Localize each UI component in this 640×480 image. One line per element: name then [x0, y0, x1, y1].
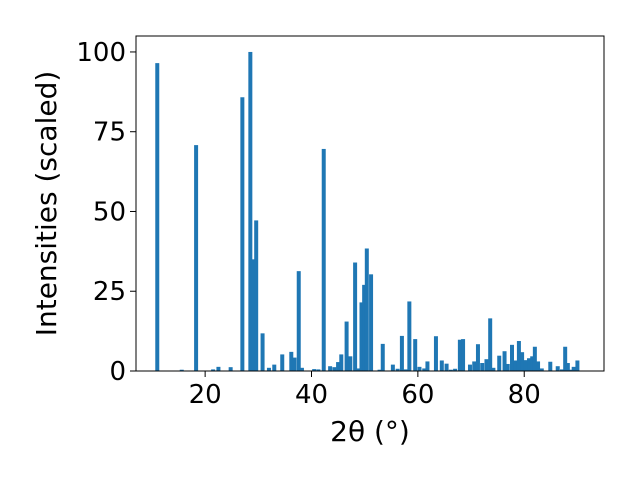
- bar: [565, 363, 570, 371]
- bar: [155, 63, 160, 372]
- bar: [407, 301, 412, 371]
- bar: [502, 351, 507, 371]
- bar: [433, 336, 438, 371]
- bar: [353, 262, 358, 371]
- y-axis-label: Intensities (scaled): [30, 71, 63, 337]
- bar: [194, 145, 199, 371]
- bar: [364, 248, 369, 371]
- bar: [467, 364, 472, 371]
- bar: [520, 352, 525, 371]
- x-axis-ticks: 20 40 60 80: [189, 371, 541, 410]
- bar: [316, 369, 321, 371]
- bars-group: [155, 51, 580, 372]
- bar: [403, 369, 408, 371]
- bar: [260, 333, 265, 371]
- bar: [272, 364, 277, 371]
- bar: [344, 321, 349, 371]
- bar: [444, 363, 449, 371]
- bar: [359, 302, 364, 371]
- bar: [332, 367, 337, 371]
- bar: [571, 366, 576, 371]
- bar: [179, 369, 184, 371]
- bar: [336, 362, 341, 371]
- bar: [321, 148, 326, 371]
- bar: [472, 361, 477, 371]
- bar: [461, 339, 466, 371]
- bar: [480, 363, 485, 371]
- bar: [536, 361, 541, 371]
- x-tick-label: 60: [401, 380, 434, 410]
- y-tick-label: 100: [76, 38, 126, 68]
- y-tick-label: 75: [93, 118, 126, 148]
- bar: [548, 361, 553, 371]
- bar: [211, 369, 216, 371]
- bar: [251, 259, 255, 371]
- bar: [523, 360, 528, 371]
- bar: [555, 366, 560, 371]
- bar: [380, 343, 385, 371]
- bar: [563, 346, 568, 371]
- y-tick-label: 0: [109, 357, 126, 387]
- bar: [484, 359, 489, 371]
- y-tick-label: 25: [93, 277, 126, 307]
- y-tick-label: 50: [93, 197, 126, 227]
- bar: [527, 358, 532, 371]
- bar: [299, 367, 304, 371]
- plot-frame: [135, 35, 605, 372]
- x-axis-label: 2θ (°): [330, 415, 410, 448]
- bar: [497, 355, 502, 371]
- bar: [289, 351, 294, 371]
- bar: [369, 274, 374, 371]
- x-tick-label: 80: [508, 380, 541, 410]
- bar: [425, 361, 430, 371]
- bar: [532, 346, 537, 371]
- bar: [575, 360, 580, 371]
- bar: [488, 318, 493, 371]
- bar: [475, 344, 480, 371]
- bar: [390, 364, 395, 371]
- bar: [413, 339, 418, 371]
- bar: [539, 368, 544, 371]
- bar: [266, 367, 271, 371]
- x-tick-label: 20: [189, 380, 222, 410]
- bar: [505, 363, 510, 371]
- bar: [395, 368, 400, 371]
- bar: [422, 368, 427, 371]
- bar: [491, 367, 496, 371]
- bar: [457, 339, 462, 371]
- bar: [362, 284, 367, 371]
- bar: [453, 368, 458, 371]
- bar: [356, 368, 361, 371]
- bar: [510, 344, 514, 371]
- bar: [569, 369, 574, 371]
- bar: [417, 366, 422, 371]
- bar: [228, 367, 233, 371]
- bar: [312, 369, 317, 371]
- bar: [292, 357, 297, 371]
- bar: [216, 366, 221, 371]
- bar: [280, 354, 285, 371]
- bar: [516, 341, 521, 371]
- x-tick-label: 40: [295, 380, 328, 410]
- bar: [399, 335, 404, 371]
- bar: [240, 97, 245, 371]
- bar: [439, 360, 444, 371]
- bar: [296, 271, 301, 371]
- bar: [530, 356, 535, 371]
- bar: [328, 366, 333, 371]
- bar: [248, 51, 253, 371]
- bar: [348, 356, 353, 371]
- bar: [377, 369, 382, 371]
- bar: [448, 369, 453, 371]
- bar: [254, 220, 259, 371]
- bar: [513, 360, 518, 371]
- bar: [339, 354, 344, 371]
- y-axis-ticks: 0 25 50 75 100: [76, 38, 136, 387]
- bar: [559, 369, 564, 371]
